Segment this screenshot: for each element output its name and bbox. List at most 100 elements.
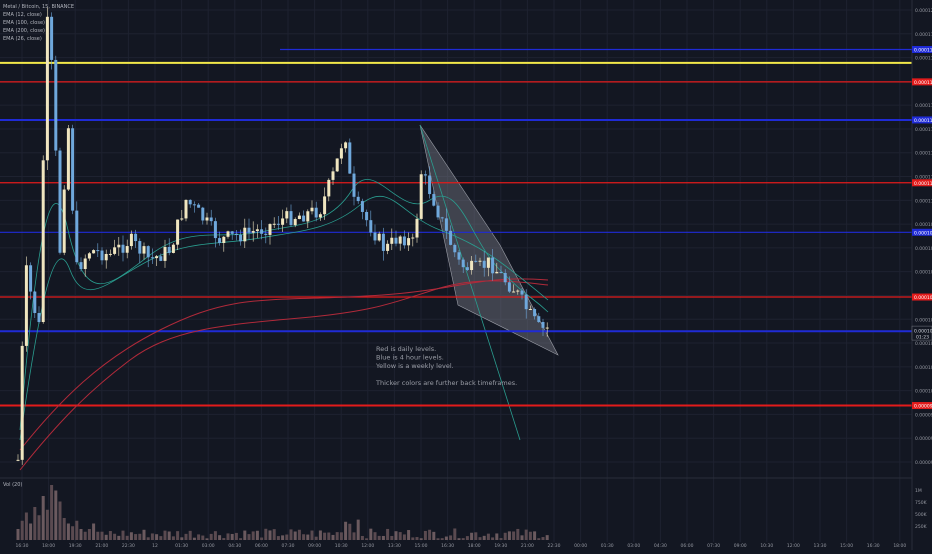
candle-body: [222, 236, 226, 243]
candle-body: [285, 211, 289, 219]
candle-body: [125, 246, 129, 253]
candle-body: [331, 171, 335, 180]
candle-body: [520, 290, 524, 295]
volume-bar: [33, 507, 37, 540]
volume-bar: [327, 532, 331, 540]
volume-bar: [201, 535, 205, 540]
time-tick-label: 13:30: [814, 543, 827, 549]
level-price-label: 0.0001167: [914, 80, 932, 86]
volume-bar: [528, 531, 532, 540]
candle-body: [533, 309, 537, 317]
time-tick-label: 19:30: [494, 543, 507, 549]
volume-bar: [386, 528, 390, 540]
time-tick-label: 01:30: [601, 543, 614, 549]
candle-body: [302, 215, 306, 222]
price-tick-label: 0.0001025: [915, 341, 932, 347]
volume-bar: [352, 532, 356, 540]
price-tick-label: 0.0001150: [915, 103, 932, 109]
volume-bar: [87, 529, 91, 540]
candle-body: [96, 250, 100, 252]
volume-bar: [71, 526, 75, 540]
volume-bar: [457, 538, 461, 540]
candle-body: [260, 229, 264, 234]
candle-body: [306, 211, 310, 222]
indicator-ema-100[interactable]: EMA (100, close): [3, 20, 45, 26]
volume-bar: [407, 530, 411, 540]
volume-bar: [470, 532, 474, 540]
candle-body: [213, 221, 217, 239]
volume-bar: [507, 531, 511, 540]
time-tick-label: 09:00: [308, 543, 321, 549]
volume-bar: [117, 535, 121, 540]
candle-body: [339, 148, 343, 159]
time-tick-label: 12:00: [361, 543, 374, 549]
volume-bar: [92, 523, 96, 540]
time-tick-label: 18:00: [468, 543, 481, 549]
candle-body: [188, 199, 192, 205]
time-tick-label: 06:00: [681, 543, 694, 549]
candle-body: [138, 241, 142, 254]
candle-body: [310, 207, 314, 212]
volume-bar: [289, 529, 293, 540]
volume-bar: [100, 531, 104, 540]
candle-body: [491, 257, 495, 274]
candle-body: [524, 294, 528, 310]
volume-bar: [41, 496, 45, 540]
volume-tick-label: 1M: [915, 488, 922, 494]
volume-bar: [247, 534, 251, 540]
annotation-text-line: Blue is 4 hour levels.: [376, 354, 444, 362]
time-tick-label: 07:30: [707, 543, 720, 549]
volume-bar: [297, 529, 301, 540]
indicator-ema-12[interactable]: EMA (12, close): [3, 12, 42, 18]
price-tick-label: 0.0001100: [915, 198, 932, 204]
candle-body: [50, 16, 54, 60]
price-tick-label: 0.0001113: [915, 175, 932, 181]
indicator-ema-26[interactable]: EMA (26, close): [3, 36, 42, 42]
candle-body: [314, 207, 318, 218]
volume-bar: [293, 531, 297, 540]
volume-bar: [272, 529, 276, 540]
candle-body: [113, 247, 117, 254]
candle-body: [45, 16, 49, 161]
candle-body: [159, 256, 163, 261]
chart-legend: Metal / Bitcoin, 15, BINANCE EMA (12, cl…: [3, 3, 74, 43]
candle-body: [155, 256, 159, 259]
volume-bar: [171, 536, 175, 540]
volume-bar: [281, 535, 285, 540]
volume-bar: [192, 537, 196, 540]
candle-body: [167, 246, 171, 253]
candle-body: [499, 271, 503, 273]
candle-body: [482, 260, 486, 268]
time-tick-label: 15:00: [415, 543, 428, 549]
annotation-text-line: Yellow is a weekly level.: [375, 362, 454, 370]
candle-body: [297, 215, 301, 220]
candle-body: [134, 233, 138, 242]
volume-bar: [79, 529, 83, 540]
candle-body: [176, 219, 180, 245]
volume-bar: [306, 534, 310, 540]
volume-bar: [360, 535, 364, 540]
level-price-label: 0.0001045: [914, 295, 932, 301]
candle-body: [20, 345, 24, 460]
volume-bar: [415, 537, 419, 540]
candle-body: [516, 290, 520, 292]
volume-bar: [310, 530, 314, 540]
candle-body: [205, 217, 209, 221]
indicator-ema-200[interactable]: EMA (200, close): [3, 28, 45, 34]
candle-body: [230, 231, 234, 234]
volume-bar: [75, 520, 79, 540]
symbol-title: Metal / Bitcoin, 15, BINANCE: [3, 4, 74, 10]
candle-body: [239, 234, 243, 242]
level-price-label: 0.0001147: [914, 118, 932, 124]
time-tick-label: 21:00: [521, 543, 534, 549]
volume-bar: [184, 533, 188, 540]
candle-body: [398, 236, 402, 244]
volume-bar: [54, 490, 58, 540]
volume-bar: [16, 529, 20, 540]
candle-body: [486, 257, 490, 268]
volume-bar: [512, 531, 516, 540]
volume-tick-label: 250K: [915, 524, 928, 530]
candle-body: [289, 211, 293, 226]
